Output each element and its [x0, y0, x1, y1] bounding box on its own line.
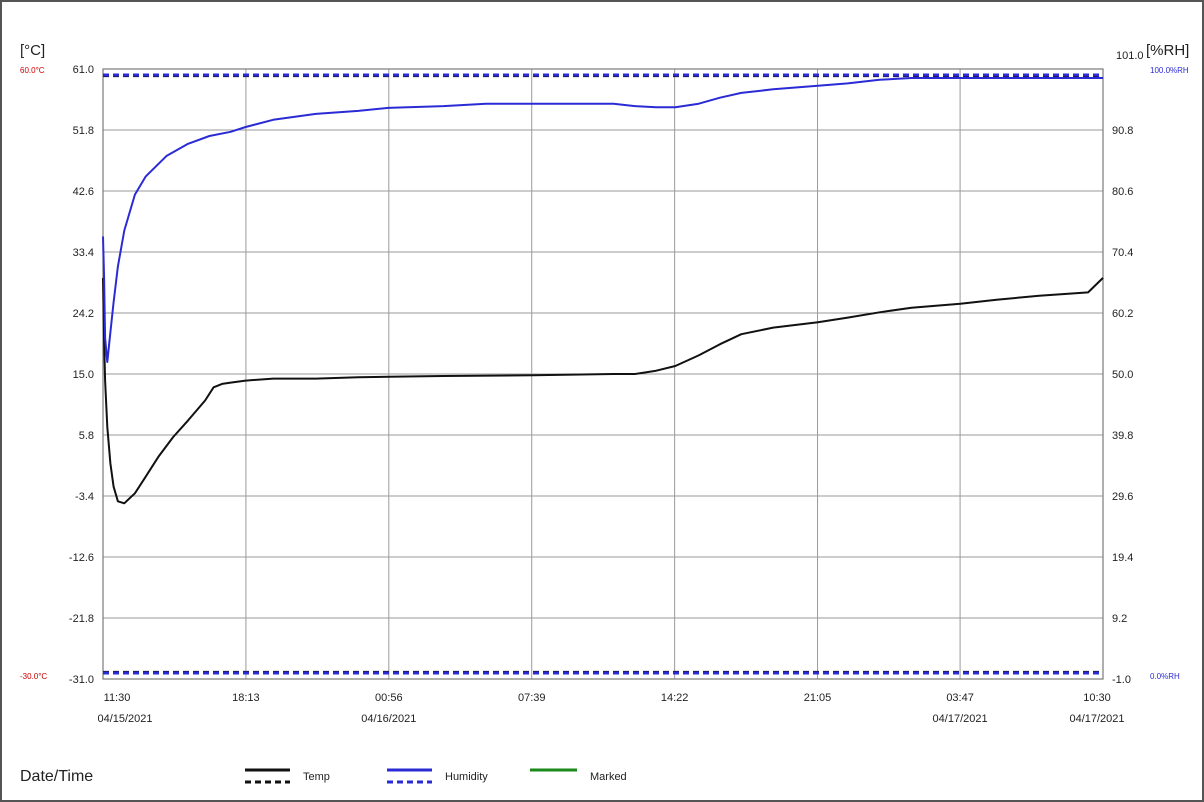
alarm-lines	[103, 73, 1103, 675]
x-axis-caption: Date/Time	[20, 768, 93, 785]
left-axis-tick-label: 15.0	[73, 369, 94, 381]
right-axis-tick-label: 101.0	[1116, 50, 1144, 62]
x-axis-tick-date: 04/16/2021	[361, 713, 416, 725]
right-axis-tick-label: 90.8	[1112, 125, 1133, 137]
legend-marked: Marked	[530, 768, 627, 783]
left-axis-tick-label: -12.6	[69, 552, 94, 564]
x-axis-tick-time: 14:22	[661, 692, 689, 704]
left-axis-unit: [°C]	[20, 42, 45, 59]
right-axis-ticks: 101.0 90.8 80.6 70.4 60.2 50.0 39.8 29.6 19.4 9.2…	[1112, 50, 1144, 686]
plot-area-border	[102, 68, 1104, 680]
left-axis-tick-label: 51.8	[73, 125, 94, 137]
right-axis-tick-label: 60.2	[1112, 308, 1133, 320]
series-line-humidity	[102, 77, 1103, 363]
alarm-label-hum-low: 0.0%RH	[1150, 672, 1180, 681]
alarm-label-hum-high: 100.0%RH	[1150, 66, 1189, 75]
right-axis-tick-label: 19.4	[1112, 552, 1133, 564]
x-axis-tick-time: 10:30	[1083, 692, 1111, 704]
x-axis-tick-time: 03:47	[946, 692, 974, 704]
series-line-temp	[102, 277, 1104, 505]
right-axis-tick-label: -1.0	[1112, 674, 1131, 686]
right-axis-tick-label: 80.6	[1112, 186, 1133, 198]
left-axis-tick-label: -31.0	[69, 674, 94, 686]
x-axis-tick-time: 21:05	[804, 692, 832, 704]
x-axis-ticks: 11:30 04/15/2021 18:13 00:56 04/16/2021 07:39…	[97, 692, 1124, 725]
right-axis-tick-label: 29.6	[1112, 491, 1133, 503]
right-axis-tick-label: 9.2	[1112, 613, 1127, 625]
x-axis-tick-date: 04/17/2021	[1069, 713, 1124, 725]
left-axis-tick-label: 33.4	[73, 247, 94, 259]
alarm-label-temp-high: 60.0°C	[20, 66, 45, 75]
legend-temp-label: Temp	[303, 771, 330, 783]
x-axis-tick-date: 04/17/2021	[933, 713, 988, 725]
right-axis-tick-label: 39.8	[1112, 430, 1133, 442]
left-axis-tick-label: -3.4	[75, 491, 94, 503]
data-series	[102, 77, 1104, 505]
alarm-label-temp-low: -30.0°C	[20, 672, 47, 681]
x-axis-tick-time: 07:39	[518, 692, 546, 704]
legend-marked-label: Marked	[590, 771, 627, 783]
right-axis-tick-label: 50.0	[1112, 369, 1133, 381]
x-axis-tick-time: 11:30	[104, 692, 131, 704]
legend-humidity: Humidity	[387, 768, 488, 784]
left-axis-tick-label: 5.8	[79, 430, 94, 442]
x-axis-tick-time: 18:13	[232, 692, 260, 704]
left-axis-tick-label: -21.8	[69, 613, 94, 625]
right-axis-tick-label: 70.4	[1112, 247, 1133, 259]
left-axis-ticks: 61.0 51.8 42.6 33.4 24.2 15.0 5.8 -3.4 -12.6 -21.…	[69, 64, 94, 686]
x-axis-tick-date: 04/15/2021	[97, 713, 152, 725]
left-axis-tick-label: 42.6	[73, 186, 94, 198]
right-axis-unit: [%RH]	[1146, 42, 1189, 59]
left-axis-tick-label: 61.0	[73, 64, 94, 76]
x-axis-tick-time: 00:56	[375, 692, 403, 704]
legend-humidity-label: Humidity	[445, 771, 488, 783]
left-axis-tick-label: 24.2	[73, 308, 94, 320]
legend-temp: Temp	[245, 768, 330, 784]
